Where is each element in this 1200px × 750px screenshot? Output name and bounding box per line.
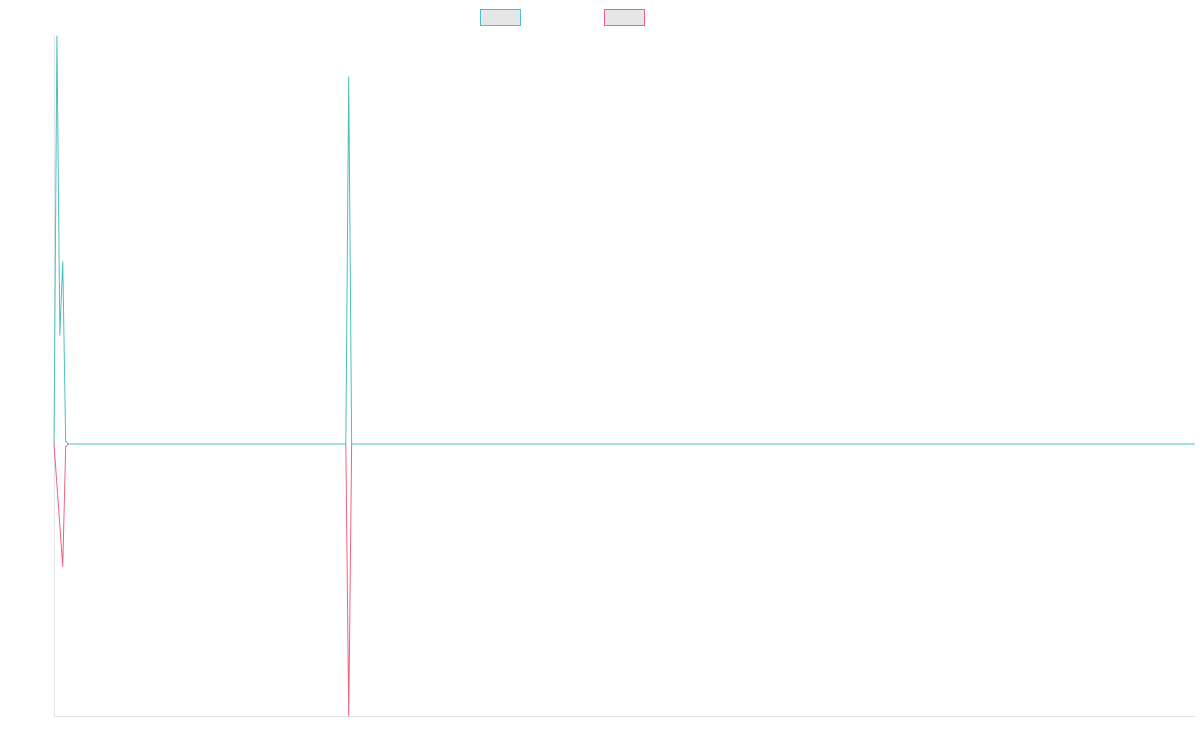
legend-swatch-series-1[interactable]	[480, 9, 521, 26]
legend	[480, 9, 645, 26]
series-1-line	[53, 35, 1195, 445]
series-layer	[53, 35, 1195, 717]
axes	[54, 36, 1195, 717]
series-2-line	[53, 443, 1195, 717]
legend-swatch-series-2[interactable]	[604, 9, 645, 26]
